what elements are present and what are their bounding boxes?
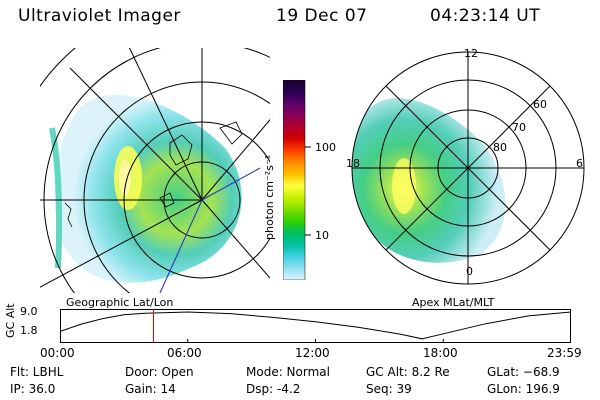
gain-info: Gain: 14 [125,382,176,396]
apex-map-label: Apex MLat/MLT [412,296,495,309]
xtick-0000: 00:00 [40,346,75,360]
ip-info: IP: 36.0 [10,382,56,396]
colorbar [283,80,311,280]
mlt-12-label: 12 [464,47,478,60]
xtick-1200: 12:00 [295,346,330,360]
gc-alt-info: GC Alt: 8.2 Re [366,365,450,379]
xtick-2359: 23:59 [547,346,582,360]
mlat-60-label: 60 [533,98,547,111]
dsp-info: Dsp: -4.2 [246,382,301,396]
mlt-18-label: 18 [346,157,360,170]
colorbar-tick-10: 10 [315,229,329,242]
xtick-0600: 06:00 [167,346,202,360]
altitude-ytick-max: 9.0 [20,305,38,318]
geo-map-label: Geographic Lat/Lon [66,296,174,309]
plot-frame [60,309,571,343]
door-info: Door: Open [125,365,194,379]
colorbar-tick-100: 100 [315,141,336,154]
altitude-ylabel: GC Alt [4,303,17,338]
colorbar-unit-label: photon cm⁻²s⁻¹ [263,154,276,240]
mlt-6-label: 6 [576,157,583,170]
instrument-title: Ultraviolet Imager [18,6,181,26]
apex-map [351,51,585,285]
filter-info: Flt: LBHL [10,365,64,379]
geographic-map [40,48,270,293]
altitude-plot [60,309,571,343]
seq-info: Seq: 39 [366,382,412,396]
glon-info: GLon: 196.9 [487,382,560,396]
altitude-ytick-min: 1.8 [20,324,38,337]
time-label: 04:23:14 UT [430,6,541,26]
altitude-series-line [60,311,571,340]
mode-info: Mode: Normal [246,365,330,379]
glat-info: GLat: −68.9 [487,365,560,379]
mlat-80-label: 80 [493,141,507,154]
date-label: 19 Dec 07 [276,6,368,26]
mlt-0-label: 0 [466,265,473,278]
mlat-70-label: 70 [512,121,526,134]
xtick-1800: 18:00 [423,346,458,360]
